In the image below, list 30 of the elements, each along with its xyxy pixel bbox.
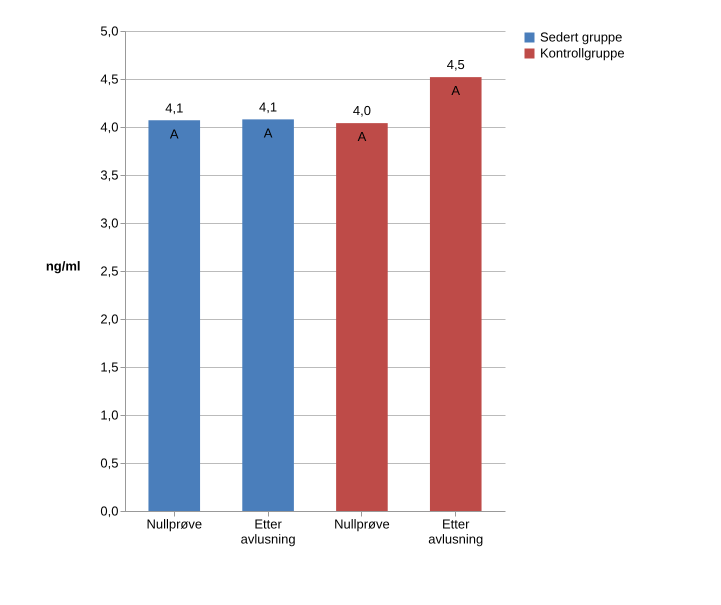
y-tick-label: 1,5 <box>100 360 118 374</box>
legend-label: Sedert gruppe <box>540 30 622 44</box>
bar <box>336 123 388 511</box>
y-axis-title: ng/ml <box>46 258 80 274</box>
y-tick-label: 2,0 <box>100 312 118 326</box>
x-tick-label: Nullprøve <box>334 516 390 532</box>
annotation: A <box>170 126 179 142</box>
x-tick-label: Etter avlusning <box>428 516 484 546</box>
y-tick-label: 3,0 <box>100 216 118 230</box>
data-label: 4,0 <box>352 103 371 118</box>
legend-label: Kontrollgruppe <box>540 46 625 60</box>
data-label: 4,1 <box>165 100 184 116</box>
y-tick-label: 4,5 <box>100 72 118 86</box>
y-tick-label: 1,0 <box>100 408 118 422</box>
annotation: A <box>264 125 273 140</box>
bar <box>148 120 200 511</box>
x-tick-label: Nullprøve <box>146 516 202 532</box>
y-tick-label: 3,5 <box>100 168 118 182</box>
data-label: 4,5 <box>446 57 465 72</box>
data-label: 4,1 <box>259 99 278 114</box>
bar <box>242 119 294 511</box>
y-tick-label: 2,5 <box>100 264 118 278</box>
annotation: A <box>451 83 460 98</box>
y-tick-label: 4,0 <box>100 120 118 134</box>
x-tick-label: Etter avlusning <box>240 516 296 546</box>
y-tick-label: 0,5 <box>100 456 118 470</box>
annotation: A <box>358 129 367 144</box>
y-tick-label: 0,0 <box>100 504 118 518</box>
bar <box>430 77 482 511</box>
y-tick-label: 5,0 <box>100 24 118 38</box>
